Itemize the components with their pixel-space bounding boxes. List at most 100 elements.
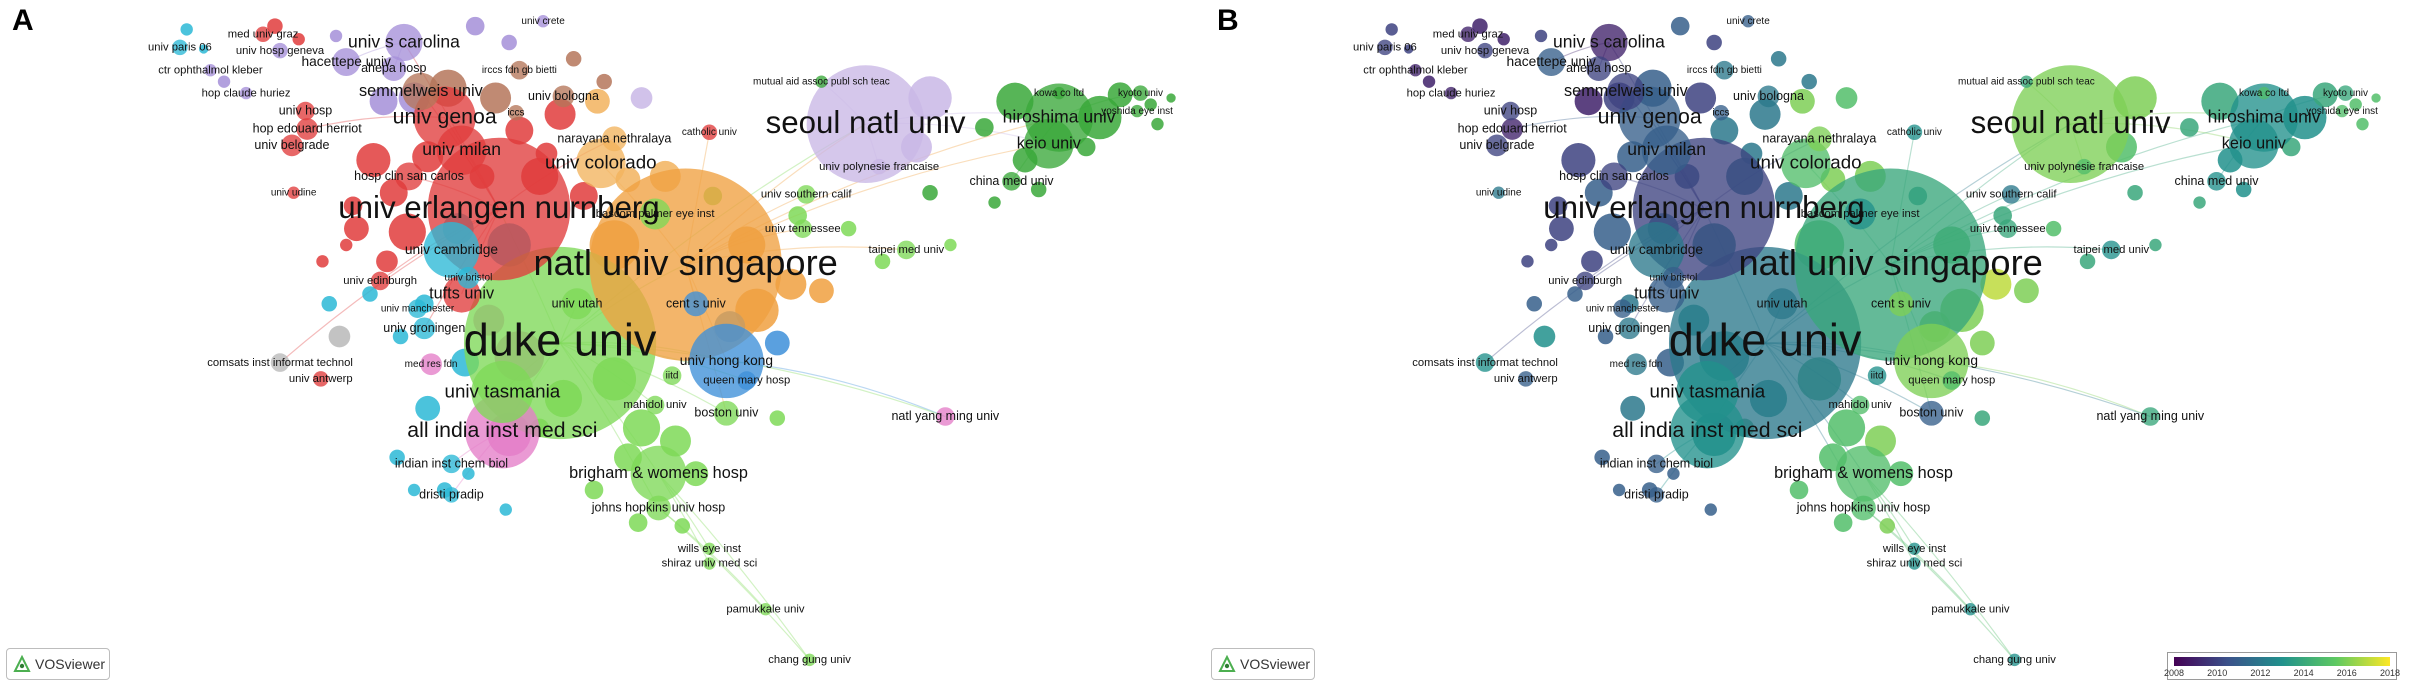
node-boston-univ[interactable]	[713, 400, 739, 426]
minor-institution-node[interactable]	[2079, 253, 2096, 270]
minor-institution-node[interactable]	[2193, 196, 2206, 209]
minor-institution-node[interactable]	[1030, 181, 1047, 198]
node-iccs[interactable]	[508, 104, 524, 121]
node-univ-hosp[interactable]	[296, 101, 315, 121]
node-yoshida-eye-inst[interactable]	[2335, 104, 2349, 118]
node-med-univ-graz[interactable]	[1460, 26, 1476, 43]
node-dristi-pradip[interactable]	[1648, 487, 1665, 503]
node-shiraz-univ-med-sci[interactable]	[1908, 557, 1921, 570]
minor-institution-node[interactable]	[2127, 184, 2143, 201]
node-chang-gung-univ[interactable]	[2008, 653, 2021, 667]
node-univ-bologna[interactable]	[552, 85, 575, 108]
minor-institution-node[interactable]	[1827, 409, 1866, 447]
node-kowa-co-ltd[interactable]	[1052, 86, 1066, 100]
node-hop-claude-huriez[interactable]	[1444, 86, 1458, 100]
minor-institution-node[interactable]	[596, 73, 612, 90]
node-med-res-fdn[interactable]	[1625, 353, 1647, 376]
minor-institution-node[interactable]	[630, 87, 653, 109]
minor-institution-node[interactable]	[1422, 75, 1436, 88]
minor-institution-node[interactable]	[2149, 238, 2162, 252]
node-cent-s-univ[interactable]	[683, 291, 709, 317]
minor-institution-node[interactable]	[2014, 278, 2039, 304]
node-johns-hopkins-univ-hosp[interactable]	[1851, 495, 1876, 521]
minor-institution-node[interactable]	[2201, 82, 2239, 120]
node-semmelweis-univ[interactable]	[1607, 72, 1645, 111]
node-univ-groningen[interactable]	[1618, 317, 1641, 340]
minor-institution-node[interactable]	[2356, 117, 2369, 131]
minor-institution-node[interactable]	[356, 143, 391, 178]
minor-institution-node[interactable]	[1404, 44, 1414, 54]
minor-institution-node[interactable]	[1144, 98, 1157, 111]
node-univ-crete[interactable]	[536, 15, 550, 28]
minor-institution-node[interactable]	[1534, 29, 1548, 43]
minor-institution-node[interactable]	[376, 250, 398, 273]
node-univ-tasmania[interactable]	[471, 361, 534, 423]
minor-institution-node[interactable]	[764, 330, 790, 356]
node-chang-gung-univ[interactable]	[803, 653, 816, 667]
minor-institution-node[interactable]	[1497, 33, 1510, 46]
minor-institution-node[interactable]	[674, 518, 691, 534]
node-univ-bologna[interactable]	[1757, 85, 1780, 108]
minor-institution-node[interactable]	[217, 75, 231, 88]
node-seoul-natl-univ[interactable]	[2011, 65, 2130, 184]
minor-institution-node[interactable]	[480, 82, 512, 114]
node-univ-polynesie-francaise[interactable]	[2076, 158, 2092, 175]
node-univ-utah[interactable]	[1766, 288, 1798, 320]
minor-institution-node[interactable]	[328, 325, 351, 348]
node-univ-edinburgh[interactable]	[1575, 271, 1595, 291]
node-univ-antwerp[interactable]	[1518, 371, 1534, 387]
node-univ-cambridge[interactable]	[423, 222, 480, 278]
minor-institution-node[interactable]	[1835, 87, 1858, 109]
network-map-b[interactable]: duke univ natl univ singapore univ erlange…	[1205, 0, 2410, 686]
node-univ-cambridge[interactable]	[1628, 222, 1685, 278]
minor-institution-node[interactable]	[292, 33, 305, 46]
minor-institution-node[interactable]	[415, 395, 441, 421]
minor-institution-node[interactable]	[1526, 296, 1543, 312]
node-mahidol-univ[interactable]	[645, 395, 665, 415]
minor-institution-node[interactable]	[392, 328, 409, 345]
minor-institution-node[interactable]	[840, 220, 857, 237]
minor-institution-node[interactable]	[874, 253, 891, 270]
node-med-univ-graz[interactable]	[255, 26, 271, 43]
minor-institution-node[interactable]	[2235, 181, 2252, 198]
node-brigham-womens-hosp[interactable]	[630, 445, 687, 502]
minor-institution-node[interactable]	[344, 216, 369, 242]
node-univ-hosp-geneva[interactable]	[272, 42, 288, 59]
minor-institution-node[interactable]	[501, 34, 517, 51]
node-seoul-natl-univ[interactable]	[806, 65, 925, 184]
minor-institution-node[interactable]	[1749, 98, 1781, 130]
node-univ-hosp-geneva[interactable]	[1477, 42, 1493, 59]
minor-institution-node[interactable]	[1548, 196, 1568, 216]
node-indian-inst-chem-biol[interactable]	[442, 454, 461, 474]
node-natl-yang-ming-univ[interactable]	[936, 407, 955, 426]
node-univ-crete[interactable]	[1741, 15, 1755, 28]
node-univ-s-carolina[interactable]	[385, 23, 423, 62]
node-hosp-clin-san-carlos[interactable]	[1600, 162, 1628, 191]
node-hop-claude-huriez[interactable]	[239, 86, 253, 100]
node-boston-univ[interactable]	[1918, 400, 1944, 426]
node-univ-hosp[interactable]	[1501, 101, 1520, 121]
minor-institution-node[interactable]	[996, 82, 1034, 120]
minor-institution-node[interactable]	[585, 88, 610, 114]
minor-institution-node[interactable]	[388, 213, 426, 251]
node-kyoto-univ[interactable]	[2337, 85, 2354, 101]
minor-institution-node[interactable]	[1685, 82, 1717, 114]
minor-institution-node[interactable]	[465, 16, 485, 36]
minor-institution-node[interactable]	[1710, 116, 1739, 145]
minor-institution-node[interactable]	[922, 184, 938, 201]
node-keio-univ[interactable]	[2229, 118, 2279, 169]
minor-institution-node[interactable]	[544, 98, 576, 130]
node-natl-yang-ming-univ[interactable]	[2141, 407, 2160, 426]
node-univ-udine[interactable]	[287, 186, 300, 199]
minor-institution-node[interactable]	[1969, 330, 1995, 356]
minor-institution-node[interactable]	[1612, 483, 1626, 497]
node-univ-manchester[interactable]	[408, 299, 427, 319]
minor-institution-node[interactable]	[1706, 34, 1722, 51]
minor-institution-node[interactable]	[2180, 118, 2199, 137]
node-med-res-fdn[interactable]	[420, 353, 442, 376]
minor-institution-node[interactable]	[2312, 82, 2338, 108]
minor-institution-node[interactable]	[1574, 87, 1603, 116]
node-catholic-univ[interactable]	[1906, 124, 1923, 141]
minor-institution-node[interactable]	[1617, 141, 1649, 173]
minor-institution-node[interactable]	[769, 410, 786, 426]
